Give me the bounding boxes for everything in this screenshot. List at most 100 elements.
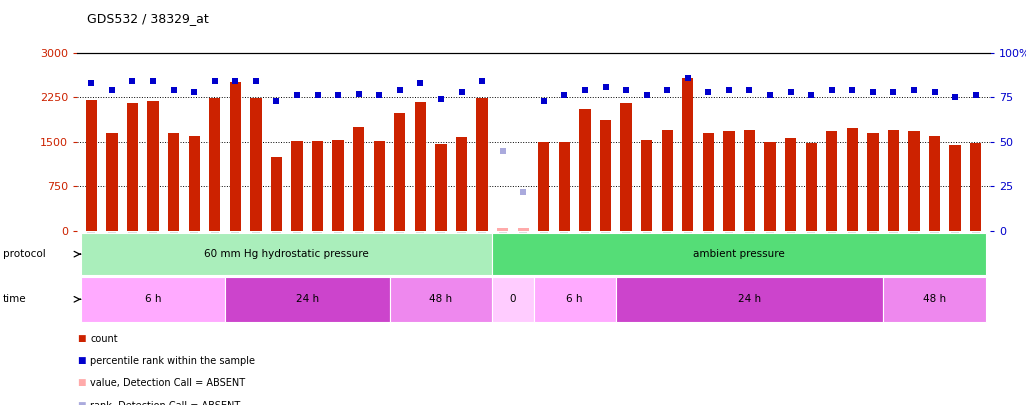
Bar: [641, 140, 653, 231]
Text: GSM11385: GSM11385: [684, 232, 690, 272]
Text: GSM11403: GSM11403: [252, 232, 259, 272]
Point: [906, 87, 922, 93]
Bar: [435, 143, 446, 231]
Bar: [476, 98, 487, 231]
Text: GSM11391: GSM11391: [170, 232, 176, 272]
Point: [947, 94, 963, 100]
Text: GSM11395: GSM11395: [747, 232, 752, 272]
Point: [104, 87, 120, 93]
Text: GSM11398: GSM11398: [808, 232, 815, 272]
Bar: [883, 277, 986, 322]
Bar: [949, 145, 960, 231]
Text: GSM11420: GSM11420: [973, 232, 979, 272]
Bar: [390, 277, 492, 322]
Text: GSM11409: GSM11409: [315, 232, 320, 272]
Bar: [250, 98, 262, 231]
Text: GSM11369: GSM11369: [561, 232, 567, 272]
Bar: [703, 133, 714, 231]
Text: GSM11400: GSM11400: [850, 232, 856, 272]
Bar: [682, 78, 694, 231]
Text: GDS532 / 38329_at: GDS532 / 38329_at: [87, 12, 209, 25]
Bar: [826, 131, 837, 231]
Bar: [744, 130, 755, 231]
Point: [145, 78, 161, 84]
Text: 24 h: 24 h: [738, 294, 761, 304]
Text: GSM11384: GSM11384: [664, 232, 670, 272]
Point: [515, 188, 531, 195]
Bar: [723, 131, 735, 231]
Point: [474, 78, 490, 84]
Text: GSM11350: GSM11350: [500, 232, 506, 272]
Bar: [230, 82, 241, 231]
Text: GSM11372: GSM11372: [582, 232, 588, 272]
Text: count: count: [90, 334, 118, 344]
Point: [351, 90, 367, 97]
Bar: [148, 101, 159, 231]
Text: GSM11423: GSM11423: [418, 232, 424, 272]
Text: GSM11396: GSM11396: [767, 232, 773, 272]
Text: ■: ■: [77, 356, 85, 365]
Text: GSM11419: GSM11419: [952, 232, 958, 272]
Bar: [168, 133, 180, 231]
Text: GSM11366: GSM11366: [541, 232, 547, 272]
Point: [268, 98, 284, 104]
Text: GSM11397: GSM11397: [788, 232, 793, 272]
Bar: [621, 103, 632, 231]
Point: [926, 89, 943, 95]
Text: ■: ■: [77, 334, 85, 343]
Bar: [764, 142, 776, 231]
Bar: [107, 133, 118, 231]
Bar: [312, 141, 323, 231]
Text: ambient pressure: ambient pressure: [694, 249, 785, 259]
Point: [433, 96, 449, 102]
Bar: [492, 277, 534, 322]
Point: [968, 92, 984, 99]
Text: GSM11407: GSM11407: [294, 232, 300, 272]
Point: [597, 83, 614, 90]
Text: 60 mm Hg hydrostatic pressure: 60 mm Hg hydrostatic pressure: [204, 249, 369, 259]
Bar: [492, 233, 986, 275]
Point: [803, 92, 820, 99]
Bar: [332, 140, 344, 231]
Bar: [887, 130, 899, 231]
Bar: [394, 113, 405, 231]
Point: [844, 87, 861, 93]
Text: GSM11411: GSM11411: [336, 232, 341, 272]
Point: [536, 98, 552, 104]
Point: [310, 92, 326, 99]
Point: [495, 147, 511, 154]
Point: [659, 87, 675, 93]
Bar: [415, 102, 426, 231]
Point: [371, 92, 388, 99]
Point: [824, 87, 840, 93]
Bar: [456, 137, 467, 231]
Bar: [86, 100, 97, 231]
Bar: [805, 143, 817, 231]
Bar: [517, 228, 528, 231]
Point: [679, 75, 696, 81]
Bar: [559, 142, 570, 231]
Bar: [539, 142, 550, 231]
Bar: [127, 103, 139, 231]
Bar: [662, 130, 673, 231]
Bar: [600, 120, 611, 231]
Bar: [616, 277, 883, 322]
Point: [227, 78, 243, 84]
Text: GSM11422: GSM11422: [397, 232, 403, 272]
Text: GSM11416: GSM11416: [891, 232, 897, 272]
Point: [577, 87, 593, 93]
Point: [330, 92, 347, 99]
Text: GSM11392: GSM11392: [191, 232, 197, 272]
Point: [700, 89, 716, 95]
Bar: [846, 128, 858, 231]
Point: [556, 92, 573, 99]
Text: GSM11378: GSM11378: [623, 232, 629, 272]
Bar: [929, 136, 940, 231]
Point: [206, 78, 223, 84]
Text: 0: 0: [510, 294, 516, 304]
Text: GSM11417: GSM11417: [911, 232, 917, 272]
Text: GSM11401: GSM11401: [870, 232, 876, 272]
Text: GSM11415: GSM11415: [377, 232, 383, 272]
Bar: [271, 157, 282, 231]
Text: 6 h: 6 h: [566, 294, 583, 304]
